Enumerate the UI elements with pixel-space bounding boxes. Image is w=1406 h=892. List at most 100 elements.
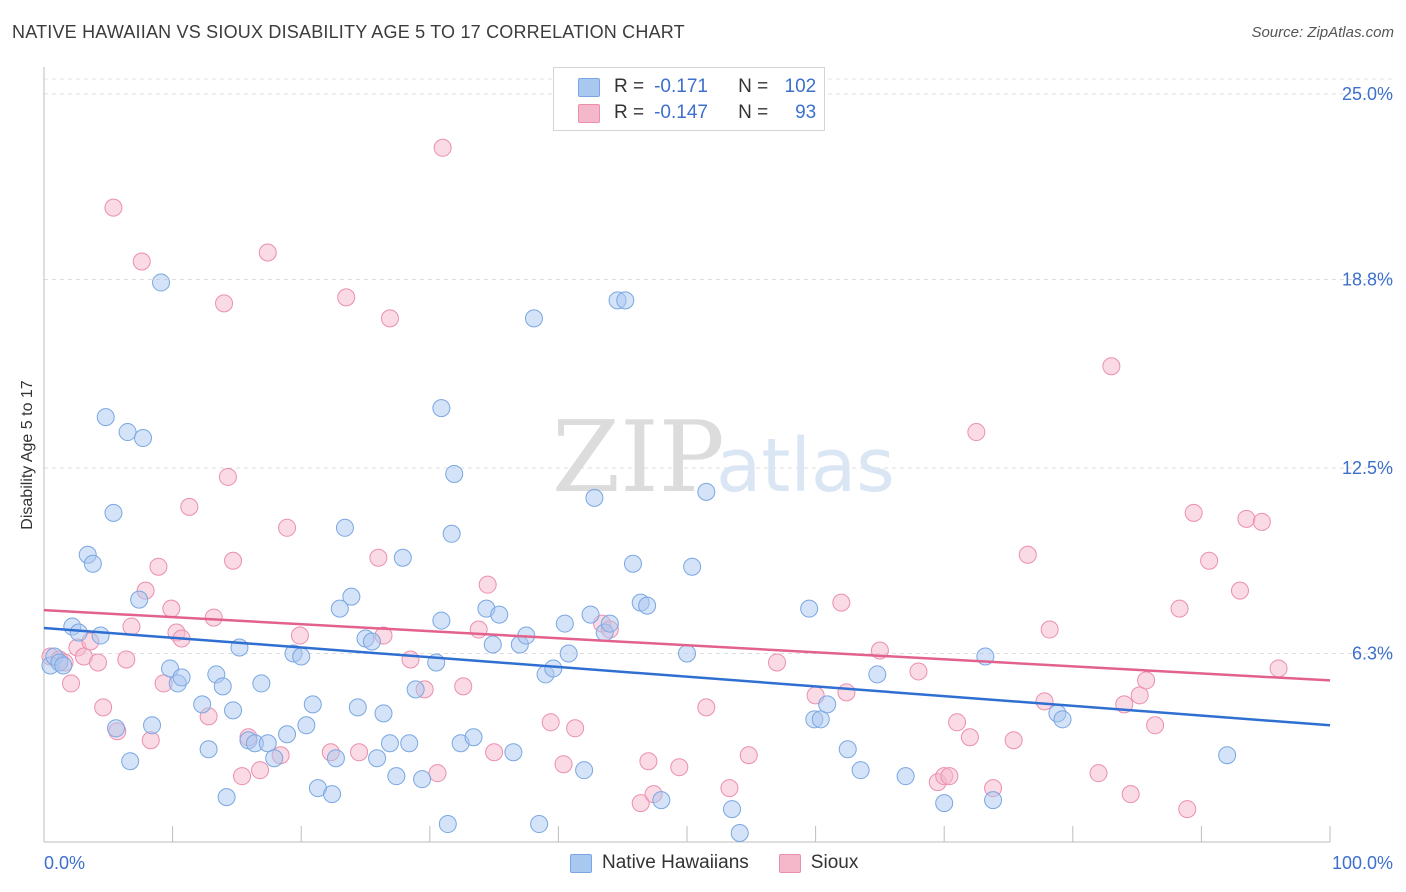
native-hawaiian-point	[143, 716, 162, 735]
chart-title: NATIVE HAWAIIAN VS SIOUX DISABILITY AGE …	[12, 22, 685, 42]
legend-r-label: R =	[614, 76, 645, 97]
sioux-point	[639, 752, 658, 771]
sioux-point	[278, 518, 297, 537]
native-hawaiian-point	[172, 668, 191, 687]
sioux-point	[233, 767, 252, 786]
sioux-point	[1252, 512, 1271, 531]
sioux-point	[541, 713, 560, 732]
native-hawaiian-point	[278, 725, 297, 744]
series-legend: Native Hawaiians Sioux	[570, 852, 888, 874]
sioux-point	[566, 719, 585, 738]
native-hawaiian-point	[616, 291, 635, 310]
watermark-zip: ZIP	[552, 401, 725, 515]
y-tick-label: 12.5%	[1342, 458, 1393, 478]
native-hawaiian-point	[432, 399, 451, 418]
sioux-point	[670, 758, 689, 777]
series-label: Native Hawaiians	[602, 852, 749, 873]
sioux-point	[117, 650, 136, 669]
y-axis-label: Disability Age 5 to 17	[19, 380, 36, 530]
native-hawaiian-point	[442, 524, 461, 543]
native-hawaiian-point	[323, 785, 342, 804]
sioux-point	[485, 743, 504, 762]
sioux-point	[428, 764, 447, 783]
native-hawaiian-point	[638, 596, 657, 615]
sioux-trend-line	[43, 608, 1331, 682]
sioux-point	[258, 243, 277, 262]
native-hawaiian-points	[41, 273, 1237, 843]
native-hawaiian-point	[868, 665, 887, 684]
native-hawaiian-point	[818, 695, 837, 714]
native-hawaiian-point	[292, 647, 311, 666]
native-hawaiian-point	[600, 614, 619, 633]
native-hawaiian-point	[483, 635, 502, 654]
sioux-point	[967, 423, 986, 442]
sioux-point	[401, 650, 420, 669]
legend-n-value: 102	[784, 76, 817, 97]
native-hawaiian-point	[224, 701, 243, 720]
sioux-point	[204, 608, 223, 627]
native-hawaiian-point	[400, 734, 419, 753]
trend-lines	[43, 608, 1331, 727]
sioux-point	[122, 617, 141, 636]
native-hawaiian-point	[330, 599, 349, 618]
native-hawaiian-point	[91, 626, 110, 645]
sioux-point	[1130, 686, 1149, 705]
legend-n-label: N =	[738, 76, 769, 97]
x-tick-label: 100.0%	[1332, 853, 1393, 873]
y-tick-label: 6.3%	[1352, 643, 1393, 663]
native-hawaiian-point	[697, 482, 716, 501]
native-hawaiian-point	[96, 408, 115, 427]
native-hawaiian-point	[362, 632, 381, 651]
native-hawaiian-point	[83, 554, 102, 573]
native-hawaiian-point	[368, 749, 387, 768]
native-hawaiian-point	[258, 734, 277, 753]
series-legend-native-hawaiians[interactable]: Native Hawaiians	[570, 852, 749, 874]
native-hawaiian-point	[118, 423, 137, 442]
native-hawaiian-point	[438, 815, 457, 834]
native-hawaiian-point	[193, 695, 212, 714]
native-hawaiian-point	[303, 695, 322, 714]
sioux-point	[132, 252, 151, 271]
legend-n-value: 93	[795, 102, 817, 123]
native-hawaiian-point	[811, 710, 830, 729]
native-hawaiian-trend-line	[43, 626, 1331, 727]
native-hawaiian-point	[896, 767, 915, 786]
native-hawaiian-point	[380, 734, 399, 753]
sioux-point	[454, 677, 473, 696]
native-hawaiian-point	[652, 791, 671, 810]
legend-swatch-pink	[578, 103, 600, 123]
legend-swatch-blue	[578, 77, 600, 97]
sioux-point	[89, 653, 108, 672]
native-hawaiian-point	[683, 557, 702, 576]
sioux-point	[832, 593, 851, 612]
sioux-point	[162, 599, 181, 618]
sioux-point	[478, 575, 497, 594]
grid-lines	[44, 78, 1394, 654]
native-hawaiian-point	[1218, 746, 1237, 765]
sioux-point	[1018, 545, 1037, 564]
series-swatch-blue	[570, 853, 592, 873]
sioux-point	[433, 138, 452, 157]
native-hawaiian-point	[121, 752, 140, 771]
native-hawaiian-point	[387, 767, 406, 786]
sioux-point	[1230, 581, 1249, 600]
sioux-point	[141, 731, 160, 750]
native-hawaiian-point	[406, 680, 425, 699]
sioux-point	[1184, 503, 1203, 522]
native-hawaiian-point	[130, 590, 149, 609]
native-hawaiian-point	[800, 599, 819, 618]
series-legend-sioux[interactable]: Sioux	[778, 852, 858, 874]
native-hawaiian-point	[559, 644, 578, 663]
native-hawaiian-point	[530, 815, 549, 834]
sioux-point	[218, 467, 237, 486]
sioux-point	[337, 288, 356, 307]
sioux-point	[768, 653, 787, 672]
native-hawaiian-point	[217, 788, 236, 807]
native-hawaiian-point	[585, 488, 604, 507]
sioux-point	[380, 309, 399, 328]
sioux-point	[720, 779, 739, 798]
sioux-point	[350, 743, 369, 762]
native-hawaiian-point	[575, 761, 594, 780]
legend-r-value: -0.171	[654, 76, 708, 97]
sioux-point	[369, 548, 388, 567]
